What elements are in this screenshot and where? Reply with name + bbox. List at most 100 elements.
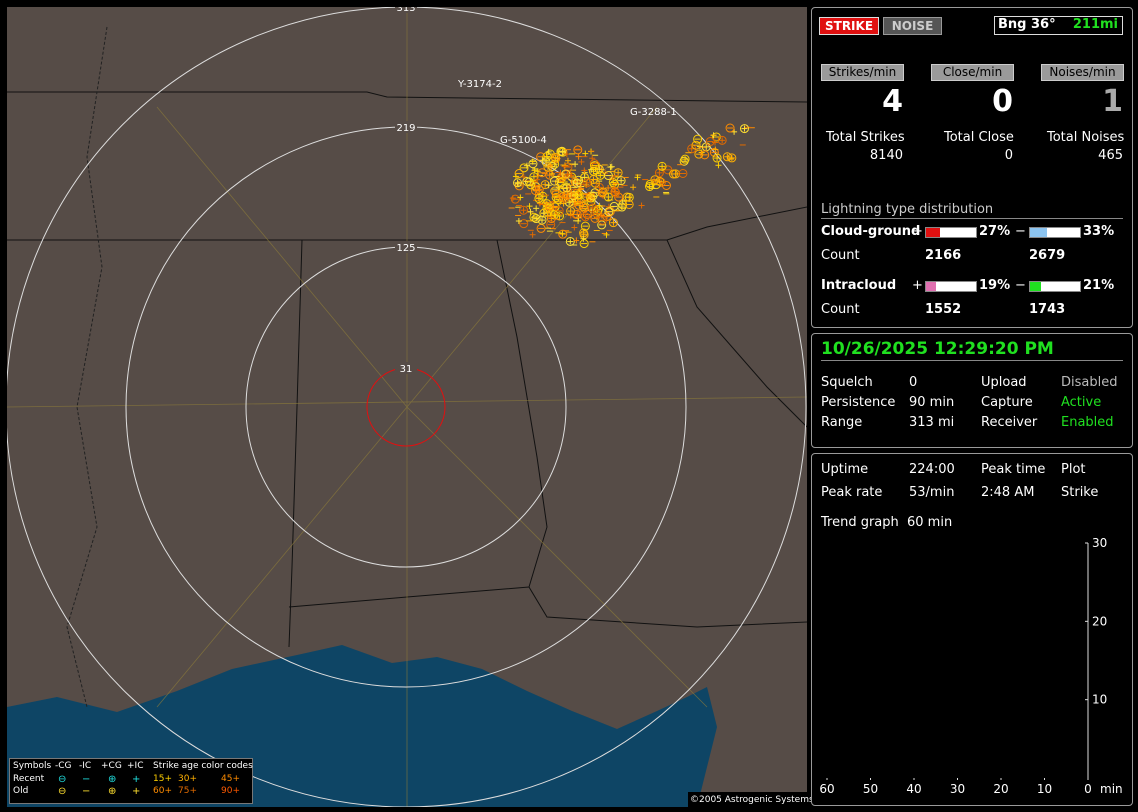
roads	[7, 7, 807, 807]
legend-age: 60+	[153, 786, 172, 796]
strike-symbol	[597, 188, 607, 198]
trend-info-cell: Trend graph	[821, 515, 899, 530]
count: 2166	[925, 248, 962, 263]
trend-info-cell: Peak time	[981, 462, 1046, 477]
legend-symbol: ⊕	[108, 786, 117, 797]
strike-symbol	[550, 152, 560, 162]
setting: Active	[1061, 395, 1102, 410]
setting: Persistence	[821, 395, 896, 410]
legend-symbol: +	[132, 786, 141, 797]
total-value: 465	[1098, 148, 1123, 163]
strike-symbol	[624, 192, 634, 202]
strike-label: G-3288-1	[630, 107, 677, 118]
trend-panel	[811, 453, 1133, 806]
strike-symbol	[603, 192, 613, 202]
strike-symbol	[712, 153, 722, 163]
setting: Receiver	[981, 415, 1038, 430]
legend-symbol: −	[82, 774, 91, 785]
strike-symbol	[678, 168, 688, 178]
trend-info-cell: 224:00	[909, 462, 955, 477]
legend-age-title: Strike age color codes	[153, 761, 253, 771]
percent: 27%	[979, 224, 1011, 239]
strike-symbol	[559, 193, 569, 203]
percent-fill	[926, 282, 936, 291]
rate-value: 4	[882, 84, 903, 119]
legend-header: +CG	[101, 761, 122, 771]
strike-symbol	[519, 219, 529, 229]
strike-symbol	[717, 135, 727, 145]
strike-symbol	[722, 152, 732, 162]
y-tick-label: 20	[1092, 614, 1107, 628]
distance: 211mi	[1072, 17, 1118, 32]
ring-label-bg	[395, 121, 417, 133]
total-label: Total Strikes	[826, 130, 905, 145]
percent-bar	[1029, 281, 1081, 292]
y-tick-label: 10	[1092, 693, 1107, 707]
strike-symbol	[597, 220, 607, 230]
strike-symbol	[562, 183, 572, 193]
strike-symbol	[572, 178, 582, 188]
strike-symbol	[655, 176, 665, 186]
strike-symbol	[528, 159, 538, 169]
strike-cluster: Y-3174-2 G-3288-1 G-5100-4	[457, 79, 755, 249]
x-tick-label: 0	[1084, 782, 1092, 796]
x-tick-label: 60	[819, 782, 834, 796]
strike-symbol	[613, 168, 623, 178]
count-label: Count	[821, 248, 860, 263]
ring-label-bg	[395, 241, 417, 253]
strike-symbol	[645, 182, 655, 192]
x-tick-label: 10	[1037, 782, 1052, 796]
trend-info-cell: 2:48 AM	[981, 485, 1035, 500]
strike-symbol	[603, 171, 613, 181]
strike-symbol	[592, 209, 602, 219]
sign: +	[912, 224, 923, 239]
strike-symbol	[565, 236, 575, 246]
trend-info-cell: 53/min	[909, 485, 955, 500]
strike-symbol	[680, 154, 690, 164]
legend-symbol: ⊖	[58, 786, 67, 797]
strike-symbol	[657, 161, 667, 171]
legend-header: +IC	[127, 761, 144, 771]
total-value: 0	[1004, 148, 1013, 163]
type-name: Cloud-ground	[821, 224, 921, 239]
percent-fill	[926, 228, 940, 237]
strike-symbol	[557, 146, 567, 156]
strike-symbol	[574, 200, 584, 210]
legend-title: Symbols	[13, 761, 52, 771]
setting: 0	[909, 375, 918, 390]
copyright: ©2005 Astrogenic Systems	[688, 792, 816, 808]
strike-symbol	[611, 188, 621, 198]
strike-symbol	[691, 140, 701, 150]
sign: −	[1015, 224, 1026, 239]
percent: 21%	[1083, 278, 1115, 293]
map: 313 219 125 31 Y-3174-2 G-3288-1 G-5100-4	[7, 7, 807, 807]
rate-value: 0	[992, 84, 1013, 119]
strike-symbol	[555, 211, 565, 221]
percent-fill	[1030, 228, 1047, 237]
total-label: Total Close	[944, 130, 1014, 145]
legend-symbol: −	[82, 786, 91, 797]
legend-age: 15+	[153, 774, 172, 784]
strike-symbol	[537, 215, 547, 225]
state-borders	[7, 26, 807, 708]
noise-button[interactable]: NOISE	[883, 17, 942, 35]
legend-symbol: ⊖	[58, 774, 67, 785]
strike-symbol	[727, 153, 737, 163]
strike-symbol	[531, 214, 541, 224]
trend-graph: 10 20 30 60 50 40 30 20 10 0 min	[819, 536, 1122, 796]
strike-button[interactable]: STRIKE	[819, 17, 879, 35]
strike-symbol	[573, 145, 583, 155]
strike-label: G-5100-4	[500, 135, 547, 146]
strike-symbol	[558, 192, 568, 202]
count: 1552	[925, 302, 962, 317]
strike-symbol	[661, 181, 671, 191]
strike-symbol	[590, 161, 600, 171]
rate-value: 1	[1102, 84, 1123, 119]
strike-symbol	[531, 186, 541, 196]
rate-label: Noises/min	[1041, 64, 1124, 81]
strike-symbol	[580, 212, 590, 222]
strike-symbol	[598, 187, 608, 197]
trend-info-cell: 60 min	[907, 515, 953, 530]
percent: 19%	[979, 278, 1011, 293]
